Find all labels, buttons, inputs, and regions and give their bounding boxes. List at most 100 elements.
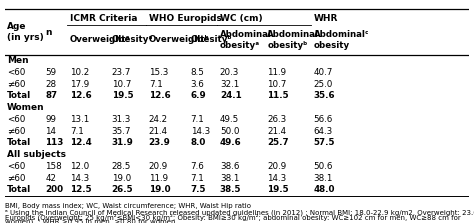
- Text: Abdominalᶜ
obesity: Abdominalᶜ obesity: [314, 30, 369, 50]
- Text: 35.7: 35.7: [111, 126, 131, 136]
- Text: 28.5: 28.5: [111, 162, 131, 171]
- Text: 14.3: 14.3: [191, 126, 210, 136]
- Text: 10.7: 10.7: [111, 80, 131, 89]
- Text: 26.3: 26.3: [267, 115, 286, 124]
- Text: 20.9: 20.9: [149, 162, 168, 171]
- Text: 19.0: 19.0: [111, 173, 131, 182]
- Text: ≠60: ≠60: [7, 80, 26, 89]
- Text: 23.7: 23.7: [111, 68, 131, 77]
- Text: All subjects: All subjects: [7, 150, 66, 159]
- Text: 21.4: 21.4: [149, 126, 168, 136]
- Text: 15.3: 15.3: [149, 68, 168, 77]
- Text: 12.0: 12.0: [70, 162, 89, 171]
- Text: Age
(in yrs): Age (in yrs): [7, 22, 44, 42]
- Text: 12.6: 12.6: [70, 91, 91, 100]
- Text: 57.5: 57.5: [314, 138, 335, 147]
- Text: 12.5: 12.5: [70, 185, 91, 194]
- Text: 10.7: 10.7: [267, 80, 287, 89]
- Text: 24.1: 24.1: [220, 91, 242, 100]
- Text: <60: <60: [7, 115, 26, 124]
- Text: 38.6: 38.6: [220, 162, 239, 171]
- Text: 48.0: 48.0: [314, 185, 335, 194]
- Text: ≠60: ≠60: [7, 126, 26, 136]
- Text: BMI, Body mass index; WC, Waist circumference; WHR, Waist Hip ratio: BMI, Body mass index; WC, Waist circumfe…: [5, 203, 251, 209]
- Text: 38.1: 38.1: [220, 173, 239, 182]
- Text: 31.3: 31.3: [111, 115, 131, 124]
- Text: 8.0: 8.0: [191, 138, 206, 147]
- Text: 11.5: 11.5: [267, 91, 289, 100]
- Text: Total: Total: [7, 91, 31, 100]
- Text: 99: 99: [45, 115, 56, 124]
- Text: WC (cm): WC (cm): [220, 14, 263, 23]
- Text: 24.2: 24.2: [149, 115, 168, 124]
- Text: 11.9: 11.9: [149, 173, 168, 182]
- Text: 28: 28: [45, 80, 56, 89]
- Text: ≠60: ≠60: [7, 173, 26, 182]
- Text: 25.7: 25.7: [267, 138, 289, 147]
- Text: 64.3: 64.3: [314, 126, 333, 136]
- Text: 200: 200: [45, 185, 63, 194]
- Text: 17.9: 17.9: [70, 80, 89, 89]
- Text: 35.6: 35.6: [314, 91, 335, 100]
- Text: 13.1: 13.1: [70, 115, 89, 124]
- Text: 49.6: 49.6: [220, 138, 242, 147]
- Text: 20.9: 20.9: [267, 162, 286, 171]
- Text: 12.4: 12.4: [70, 138, 91, 147]
- Text: 20.3: 20.3: [220, 68, 239, 77]
- Text: 25.0: 25.0: [314, 80, 333, 89]
- Text: Total: Total: [7, 185, 31, 194]
- Text: 7.1: 7.1: [149, 80, 163, 89]
- Text: 6.9: 6.9: [191, 91, 206, 100]
- Text: 14.3: 14.3: [70, 173, 89, 182]
- Text: 19.5: 19.5: [267, 185, 289, 194]
- Text: 19.0: 19.0: [149, 185, 170, 194]
- Text: 31.9: 31.9: [111, 138, 133, 147]
- Text: women). ᶜ WHR >0.95 in men, >0.80 for women: women). ᶜ WHR >0.95 in men, >0.80 for wo…: [5, 218, 175, 223]
- Text: 40.7: 40.7: [314, 68, 333, 77]
- Text: 7.6: 7.6: [191, 162, 204, 171]
- Text: 87: 87: [45, 91, 57, 100]
- Text: 42: 42: [45, 173, 56, 182]
- Text: 158: 158: [45, 162, 62, 171]
- Text: WHR: WHR: [314, 14, 338, 23]
- Text: 7.5: 7.5: [191, 185, 206, 194]
- Text: Women: Women: [7, 103, 45, 112]
- Text: 50.6: 50.6: [314, 162, 333, 171]
- Text: Total: Total: [7, 138, 31, 147]
- Text: 7.1: 7.1: [70, 126, 83, 136]
- Text: 7.1: 7.1: [191, 173, 204, 182]
- Text: 14.3: 14.3: [267, 173, 286, 182]
- Text: 32.1: 32.1: [220, 80, 239, 89]
- Text: Men: Men: [7, 56, 29, 65]
- Text: 59: 59: [45, 68, 56, 77]
- Text: 14: 14: [45, 126, 56, 136]
- Text: 26.5: 26.5: [111, 185, 133, 194]
- Text: Overweightᵇ: Overweightᵇ: [149, 35, 210, 44]
- Text: 19.5: 19.5: [111, 91, 133, 100]
- Text: Abdominal
obesityᵇ: Abdominal obesityᵇ: [267, 30, 319, 50]
- Text: Abdominal
obesityᵃ: Abdominal obesityᵃ: [220, 30, 272, 50]
- Text: 12.6: 12.6: [149, 91, 171, 100]
- Text: ᵃ Using the Indian Council of Medical Research released updated guidelines (in 2: ᵃ Using the Indian Council of Medical Re…: [5, 208, 474, 215]
- Text: 21.4: 21.4: [267, 126, 286, 136]
- Text: 38.1: 38.1: [314, 173, 333, 182]
- Text: 8.5: 8.5: [191, 68, 204, 77]
- Text: <60: <60: [7, 68, 26, 77]
- Text: WHO Europids: WHO Europids: [149, 14, 222, 23]
- Text: Obesityᵃ: Obesityᵃ: [111, 35, 153, 44]
- Text: 50.0: 50.0: [220, 126, 239, 136]
- Text: ICMR Criteria: ICMR Criteria: [70, 14, 137, 23]
- Text: 7.1: 7.1: [191, 115, 204, 124]
- Text: 10.2: 10.2: [70, 68, 89, 77]
- Text: 38.5: 38.5: [220, 185, 241, 194]
- Text: 3.6: 3.6: [191, 80, 204, 89]
- Text: n: n: [45, 28, 52, 37]
- Text: 11.9: 11.9: [267, 68, 286, 77]
- Text: 56.6: 56.6: [314, 115, 333, 124]
- Text: <60: <60: [7, 162, 26, 171]
- Text: Overweightᵃ: Overweightᵃ: [70, 35, 130, 44]
- Text: 49.5: 49.5: [220, 115, 239, 124]
- Text: 113: 113: [45, 138, 64, 147]
- Text: Europids (Overweight: 25 kg/m²≤BMI<30 kg/m²; Obesity: BMI≥30 kg/m²; abdominal ob: Europids (Overweight: 25 kg/m²≤BMI<30 kg…: [5, 213, 460, 221]
- Text: Obesityᵇ: Obesityᵇ: [191, 35, 232, 44]
